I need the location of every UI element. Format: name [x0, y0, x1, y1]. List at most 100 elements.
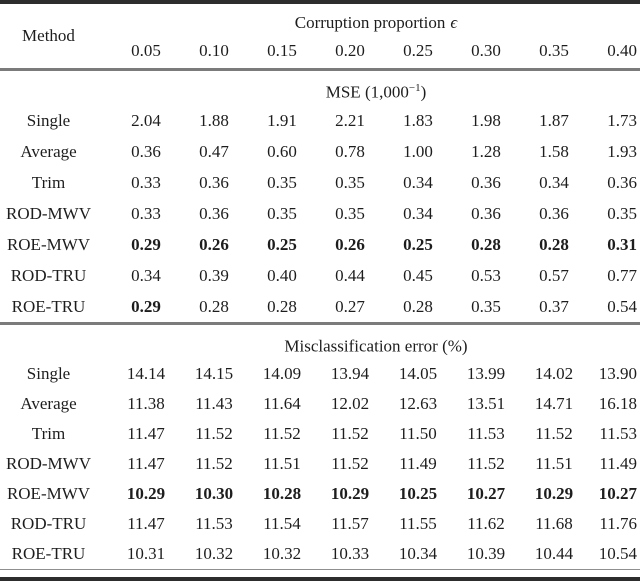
method-cell: ROD-TRU — [10, 514, 87, 533]
value-cell: 10.29 — [330, 484, 370, 503]
value-cell: 0.34 — [403, 172, 433, 192]
value-cell: 0.37 — [539, 296, 569, 316]
method-cell: Single — [26, 110, 71, 130]
value-cell: 11.47 — [127, 424, 165, 443]
table-row: ROE-MWV 10.29 10.30 10.28 10.29 10.25 10.27 10.… — [0, 479, 640, 509]
value-cell: 0.36 — [471, 172, 501, 192]
table-row: ROD-MWV 0.33 0.36 0.35 0.35 0.34 0.36 0.36 0.35 — [0, 198, 640, 229]
table-row: Average 11.38 11.43 11.64 12.02 12.63 13.51 14.… — [0, 389, 640, 419]
table-header: Method Corruption proportion ϵ 0.05 0.10… — [0, 4, 640, 68]
value-cell: 0.28 — [199, 296, 229, 316]
value-cell: 0.29 — [131, 234, 161, 254]
value-cell: 1.91 — [267, 110, 297, 130]
value-cell: 0.78 — [335, 141, 365, 161]
value-cell: 10.27 — [598, 484, 637, 503]
value-cell: 0.27 — [335, 296, 365, 316]
value-cell: 0.34 — [403, 203, 433, 223]
value-cell: 10.27 — [466, 484, 506, 503]
method-cell: ROD-TRU — [10, 265, 87, 285]
value-cell: 0.40 — [267, 265, 297, 285]
value-cell: 11.51 — [535, 454, 573, 473]
value-cell: 2.21 — [335, 110, 365, 130]
method-cell: Single — [26, 364, 71, 383]
value-cell: 0.35 — [267, 203, 297, 223]
value-cell: 2.04 — [131, 110, 161, 130]
value-cell: 14.14 — [126, 364, 166, 383]
value-cell: 0.57 — [539, 265, 569, 285]
value-cell: 14.15 — [194, 364, 234, 383]
value-cell: 11.51 — [263, 454, 301, 473]
column-header: 0.10 — [199, 41, 229, 60]
value-cell: 0.35 — [267, 172, 297, 192]
value-cell: 11.38 — [127, 394, 165, 413]
table-row: ROD-TRU 11.47 11.53 11.54 11.57 11.55 11.62 11.… — [0, 509, 640, 539]
value-cell: 10.31 — [126, 544, 166, 563]
value-cell: 11.53 — [599, 424, 637, 443]
value-cell: 12.02 — [330, 394, 370, 413]
value-cell: 1.28 — [471, 141, 501, 161]
column-header: 0.20 — [335, 41, 365, 60]
corruption-proportion-label: Corruption proportion — [294, 12, 446, 32]
column-header: 0.15 — [267, 41, 297, 60]
table-row: ROD-MWV 11.47 11.52 11.51 11.52 11.49 11.52 11.… — [0, 449, 640, 479]
table-row: ROE-MWV 0.29 0.26 0.25 0.26 0.25 0.28 0.28 0.31 — [0, 229, 640, 260]
value-cell: 11.68 — [535, 514, 573, 533]
value-cell: 11.47 — [127, 514, 165, 533]
value-cell: 13.90 — [598, 364, 637, 383]
value-cell: 10.30 — [194, 484, 234, 503]
section-title-text: MSE (1,000 — [325, 82, 409, 102]
value-cell: 0.28 — [267, 296, 297, 316]
value-cell: 1.98 — [471, 110, 501, 130]
table-row: Single 2.04 1.88 1.91 2.21 1.83 1.98 1.87 1.73 — [0, 105, 640, 136]
value-cell: 11.52 — [263, 424, 301, 443]
value-cell: 0.29 — [131, 296, 161, 316]
value-cell: 0.60 — [267, 141, 297, 161]
value-cell: 0.47 — [199, 141, 229, 161]
value-cell: 11.53 — [195, 514, 233, 533]
value-cell: 12.63 — [398, 394, 438, 413]
table-row: Trim 11.47 11.52 11.52 11.52 11.50 11.53 11.52 1… — [0, 419, 640, 449]
value-cell: 0.33 — [131, 172, 161, 192]
epsilon-symbol: ϵ — [450, 12, 458, 32]
value-cell: 0.36 — [471, 203, 501, 223]
value-cell: 13.94 — [330, 364, 370, 383]
value-cell: 0.36 — [199, 203, 229, 223]
top-rule — [0, 0, 640, 4]
method-cell: ROD-MWV — [6, 454, 91, 473]
value-cell: 11.52 — [467, 454, 505, 473]
value-cell: 0.25 — [403, 234, 433, 254]
value-cell: 11.62 — [467, 514, 505, 533]
column-header: 0.30 — [471, 41, 501, 60]
value-cell: 10.32 — [194, 544, 234, 563]
value-cell: 11.76 — [599, 514, 637, 533]
table-row: Trim 0.33 0.36 0.35 0.35 0.34 0.36 0.34 0.36 — [0, 167, 640, 198]
method-cell: Trim — [31, 172, 66, 192]
column-header: 0.35 — [539, 41, 569, 60]
section-title-mse: MSE (1,000−1) — [112, 71, 640, 105]
value-cell: 11.43 — [195, 394, 233, 413]
value-cell: 0.77 — [607, 265, 637, 285]
method-cell: Average — [20, 394, 77, 413]
value-cell: 11.52 — [331, 424, 369, 443]
value-cell: 0.35 — [607, 203, 637, 223]
value-cell: 13.99 — [466, 364, 506, 383]
value-cell: 16.18 — [598, 394, 637, 413]
section-title-text: Misclassification error (%) — [284, 336, 468, 356]
value-cell: 10.32 — [262, 544, 302, 563]
value-cell: 11.49 — [599, 454, 637, 473]
value-cell: 0.31 — [607, 234, 637, 254]
value-cell: 0.54 — [607, 296, 637, 316]
value-cell: 0.26 — [335, 234, 365, 254]
value-cell: 14.71 — [534, 394, 574, 413]
corruption-proportion-header: Corruption proportion ϵ — [112, 4, 640, 32]
value-cell: 14.09 — [262, 364, 302, 383]
value-cell: 1.73 — [607, 110, 637, 130]
value-cell: 0.45 — [403, 265, 433, 285]
value-cell: 14.05 — [398, 364, 438, 383]
method-cell: ROE-MWV — [6, 234, 91, 254]
table-row: ROE-TRU 0.29 0.28 0.28 0.27 0.28 0.35 0.37 0.54 — [0, 291, 640, 322]
column-header: 0.40 — [607, 41, 637, 60]
value-cell: 0.34 — [131, 265, 161, 285]
value-cell: 0.35 — [471, 296, 501, 316]
value-cell: 11.52 — [195, 424, 233, 443]
